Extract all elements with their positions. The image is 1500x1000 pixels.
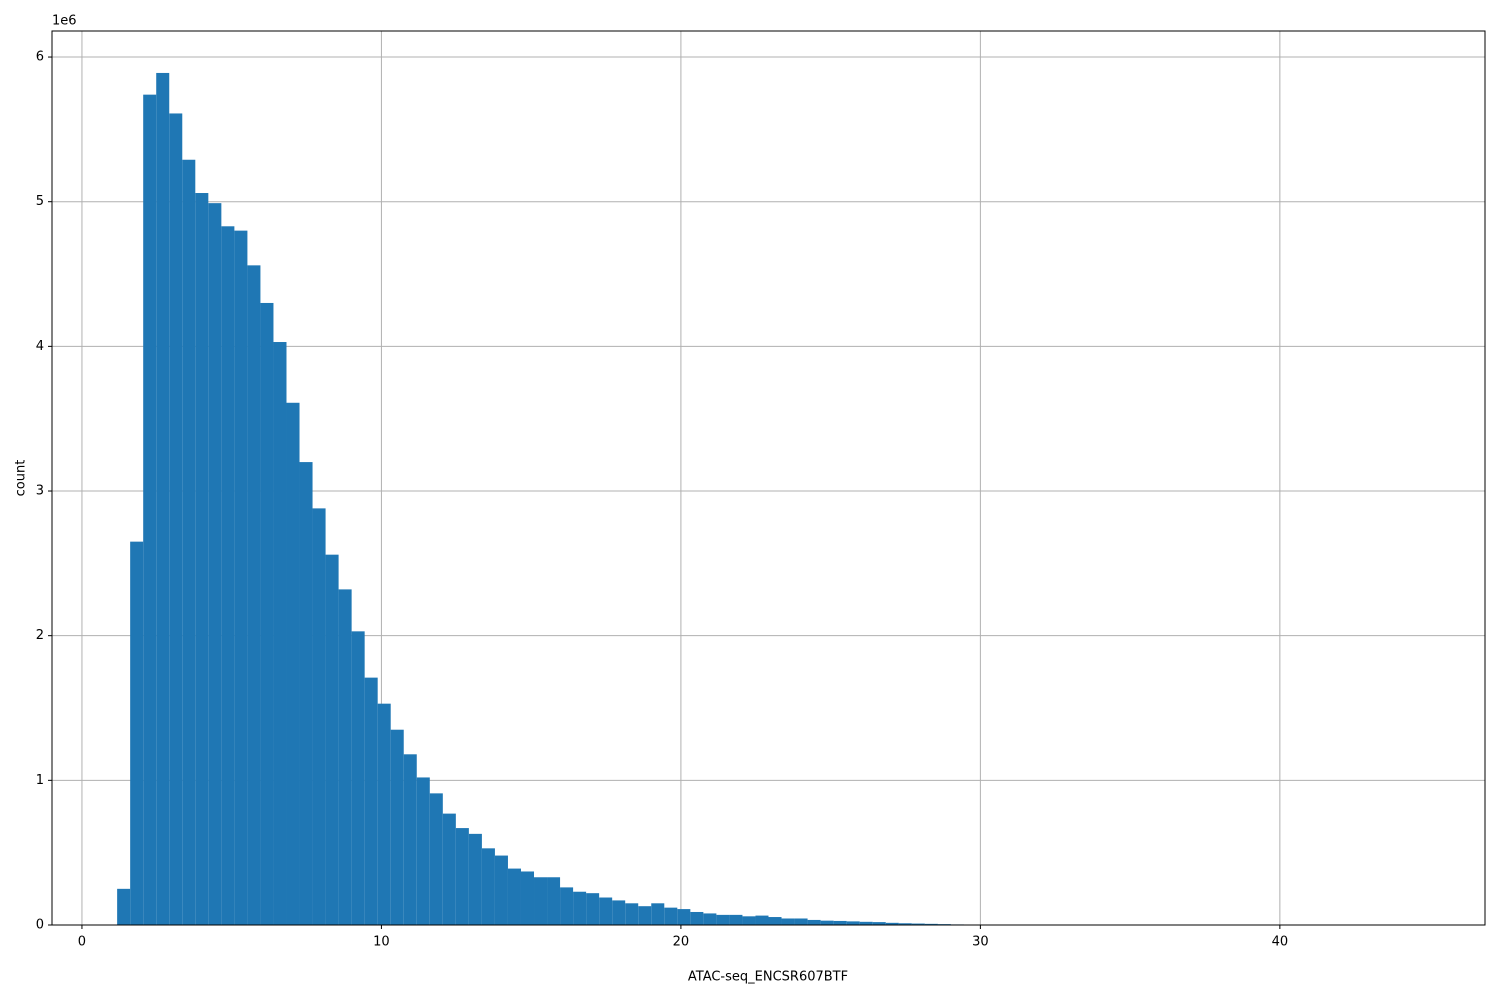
bar	[468, 833, 482, 925]
bar	[547, 877, 561, 925]
y-tick-label: 3	[36, 484, 44, 499]
bar	[742, 916, 756, 925]
bar	[859, 921, 873, 925]
bar	[156, 72, 170, 925]
x-tick-label: 40	[1272, 935, 1289, 950]
bar	[768, 917, 782, 925]
bar	[781, 918, 795, 925]
bar	[442, 813, 456, 925]
bar	[885, 922, 899, 925]
bar	[664, 907, 678, 925]
bar	[351, 631, 365, 925]
bar	[729, 914, 743, 925]
bar	[924, 923, 938, 925]
bar	[325, 554, 339, 925]
x-axis-label: ATAC-seq_ENCSR607BTF	[688, 970, 848, 985]
bar	[599, 897, 613, 925]
bar	[534, 877, 548, 925]
x-tick-label: 0	[78, 935, 86, 950]
bar	[520, 871, 535, 925]
bar	[286, 402, 300, 925]
y-tick-label: 2	[36, 628, 44, 643]
bar	[807, 919, 821, 925]
bar	[390, 729, 404, 925]
bar	[625, 903, 639, 925]
bar	[260, 302, 274, 925]
y-tick-label: 4	[36, 339, 44, 354]
bar	[898, 923, 912, 925]
bar	[377, 703, 391, 925]
bar	[195, 193, 209, 926]
bar	[455, 828, 469, 925]
bar	[247, 265, 261, 926]
bar	[338, 589, 352, 925]
bar	[221, 226, 235, 925]
bar	[403, 754, 417, 925]
bar	[833, 920, 847, 925]
bar	[794, 918, 808, 925]
bar	[703, 913, 717, 925]
bar	[573, 891, 587, 925]
plot-frame	[51, 30, 1486, 926]
bar	[312, 508, 326, 925]
bar	[234, 230, 248, 925]
bar	[494, 855, 508, 925]
bar	[677, 909, 691, 925]
bar	[429, 793, 443, 925]
y-tick-label: 0	[36, 918, 44, 933]
x-tick-label: 30	[972, 935, 989, 950]
bar	[716, 914, 730, 925]
bar	[169, 113, 183, 926]
y-axis-label: count	[14, 460, 29, 497]
bar	[182, 159, 196, 926]
bar	[612, 900, 626, 925]
bar	[690, 911, 704, 925]
bar	[586, 893, 600, 925]
bar	[299, 462, 313, 925]
bar	[507, 868, 521, 925]
bar	[911, 923, 925, 925]
bar	[273, 342, 287, 925]
y-tick-label: 5	[36, 194, 44, 209]
y-tick-label: 1	[36, 773, 44, 788]
y-tick-label: 6	[36, 50, 44, 65]
bar	[117, 888, 131, 925]
x-tick-label: 20	[673, 935, 690, 950]
bar	[820, 920, 834, 925]
bar	[755, 915, 769, 925]
bar	[364, 677, 378, 925]
bar	[416, 777, 430, 925]
bar	[143, 94, 157, 925]
bar	[208, 203, 222, 925]
bar	[130, 541, 144, 925]
bar	[846, 921, 860, 925]
bar	[638, 906, 652, 925]
x-tick-label: 10	[373, 935, 390, 950]
bar	[560, 887, 574, 925]
bar	[872, 922, 886, 925]
y-offset-label: 1e6	[52, 14, 77, 29]
bar	[651, 903, 665, 925]
bar	[481, 848, 495, 925]
